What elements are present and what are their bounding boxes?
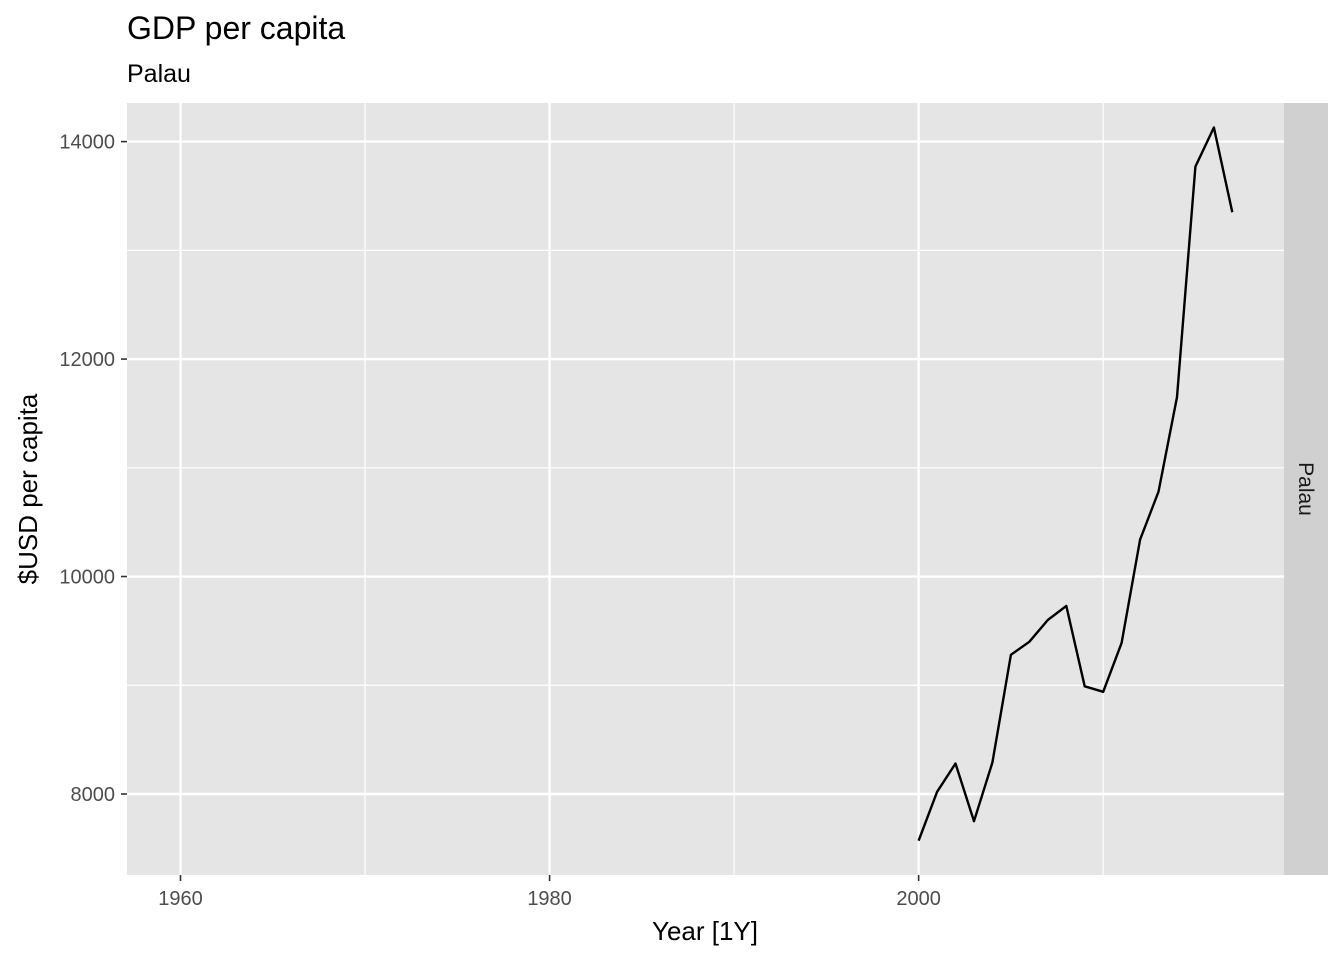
chart-subtitle: Palau <box>127 60 191 88</box>
x-tick-label: 2000 <box>896 888 941 910</box>
plot-panel <box>127 103 1284 875</box>
x-axis: 1960 1980 2000 <box>158 875 941 910</box>
y-tick-label: 14000 <box>59 132 115 154</box>
facet-strip-label: Palau <box>1294 462 1317 516</box>
y-axis-title: $USD per capita <box>13 393 43 584</box>
y-axis: 8000 10000 12000 14000 <box>59 132 127 806</box>
x-tick-label: 1960 <box>158 888 203 910</box>
chart-title: GDP per capita <box>127 10 345 46</box>
minor-gridlines <box>127 103 1284 875</box>
series-line-palau <box>917 126 1234 842</box>
x-tick-label: 1980 <box>527 888 572 910</box>
y-tick-label: 10000 <box>59 567 115 589</box>
facet-strip <box>1284 103 1328 875</box>
y-tick-label: 12000 <box>59 349 115 371</box>
y-tick-label: 8000 <box>71 784 116 806</box>
x-axis-title: Year [1Y] <box>652 916 758 946</box>
major-gridlines <box>127 103 1284 875</box>
